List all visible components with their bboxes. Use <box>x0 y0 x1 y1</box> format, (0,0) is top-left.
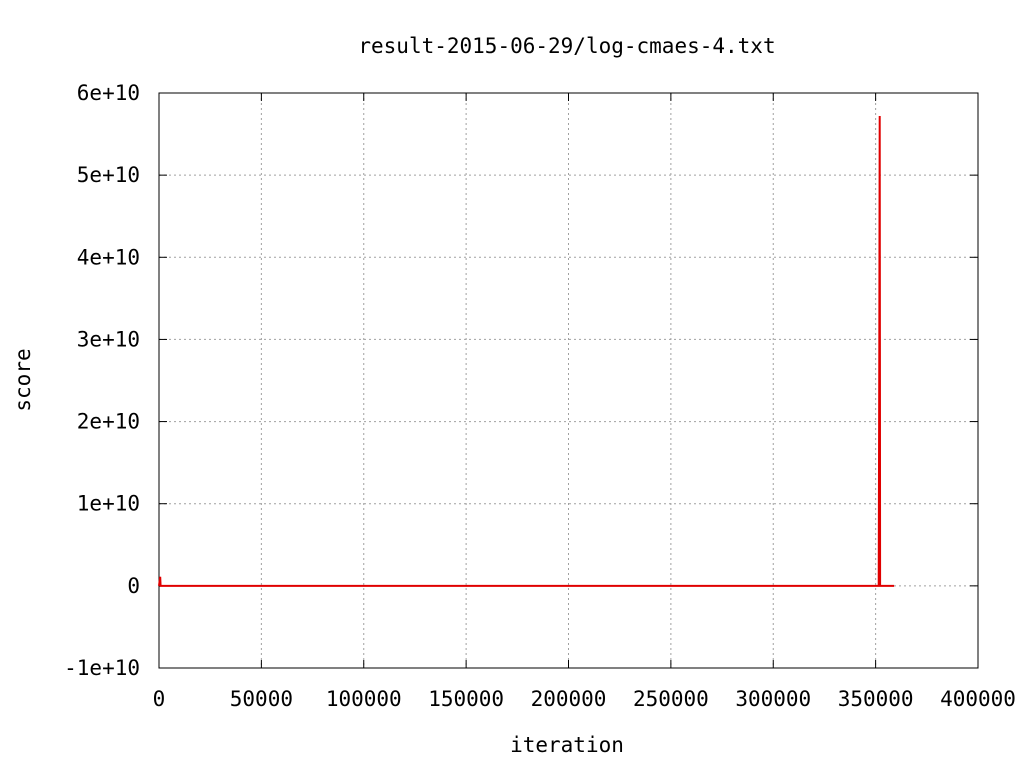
x-tick-label: 0 <box>153 687 166 711</box>
grid-lines <box>159 93 978 668</box>
x-tick-label: 100000 <box>326 687 402 711</box>
y-tick-label: 2e+10 <box>77 410 140 434</box>
x-tick-label: 250000 <box>633 687 709 711</box>
y-tick-label: 5e+10 <box>77 163 140 187</box>
x-tick-label: 50000 <box>230 687 293 711</box>
y-tick-label: -1e+10 <box>64 656 140 680</box>
x-tick-label: 400000 <box>940 687 1016 711</box>
y-tick-labels: -1e+10 0 1e+10 2e+10 3e+10 4e+10 5e+10 6e+10 <box>64 81 140 680</box>
x-tick-label: 200000 <box>531 687 607 711</box>
x-tick-label: 150000 <box>428 687 504 711</box>
y-axis-label: score <box>11 348 35 411</box>
series-line <box>158 115 895 587</box>
series-layer <box>158 115 895 587</box>
y-tick-label: 4e+10 <box>77 245 140 269</box>
x-axis-label: iteration <box>510 733 624 757</box>
y-tick-label: 1e+10 <box>77 492 140 516</box>
x-tick-labels: 0 50000 100000 150000 200000 250000 300000 3500… <box>153 687 1016 711</box>
y-tick-label: 0 <box>127 574 140 598</box>
x-tick-label: 300000 <box>735 687 811 711</box>
chart-title: result-2015-06-29/log-cmaes-4.txt <box>358 34 775 58</box>
y-tick-label: 3e+10 <box>77 327 140 351</box>
axis-ticks <box>158 92 979 669</box>
y-tick-label: 6e+10 <box>77 81 140 105</box>
x-tick-label: 350000 <box>838 687 914 711</box>
